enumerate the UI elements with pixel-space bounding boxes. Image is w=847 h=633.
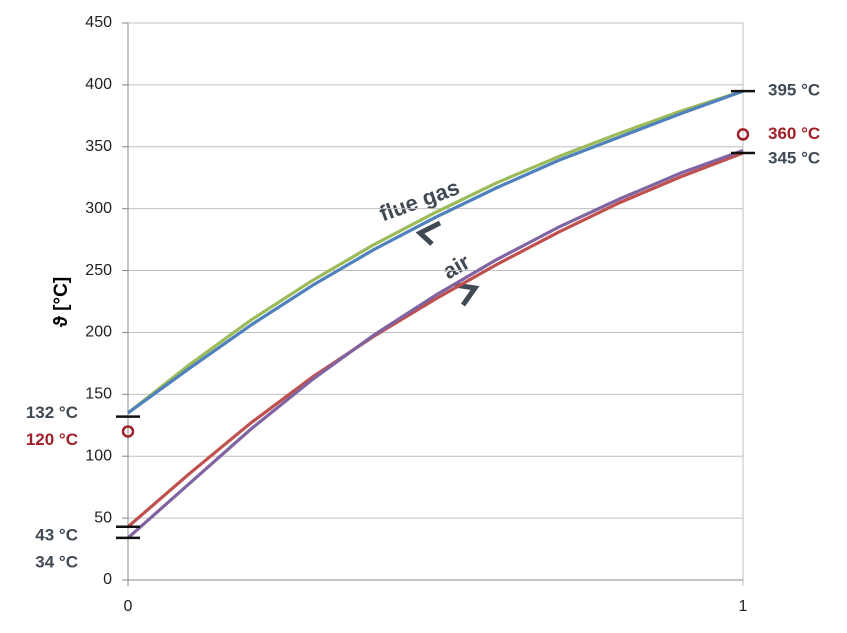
y-tick-label: 150	[85, 386, 112, 403]
y-axis-label: ϑ [°C]	[51, 277, 72, 327]
y-tick-label: 100	[85, 447, 112, 464]
y-tick-label: 50	[94, 509, 112, 526]
annotation-label: 360 °C	[768, 124, 820, 143]
y-tick-label: 0	[103, 571, 112, 588]
y-tick-label: 300	[85, 200, 112, 217]
y-tick-label: 350	[85, 138, 112, 155]
x-tick-label: 1	[739, 598, 748, 615]
y-tick-label: 450	[85, 14, 112, 31]
annotation-label: 120 °C	[26, 430, 78, 449]
series-line	[126, 151, 744, 528]
point-marker	[121, 425, 135, 438]
y-tick-label: 400	[85, 76, 112, 93]
annotation-label: 43 °C	[35, 525, 78, 544]
arrow	[415, 220, 442, 246]
point-marker	[736, 128, 750, 141]
annotation-label: 34 °C	[35, 552, 78, 571]
series-line	[127, 89, 744, 415]
y-tick-label: 200	[85, 324, 112, 341]
annotation-label: 395 °C	[768, 81, 820, 100]
x-tick-label: 0	[124, 598, 133, 615]
y-tick-label: 250	[85, 262, 112, 279]
series-line	[127, 89, 744, 415]
annotation-label: 132 °C	[26, 403, 78, 422]
series-line	[126, 148, 744, 540]
curve-label: flue gas	[376, 174, 463, 226]
annotation-label: 345 °C	[768, 148, 820, 167]
